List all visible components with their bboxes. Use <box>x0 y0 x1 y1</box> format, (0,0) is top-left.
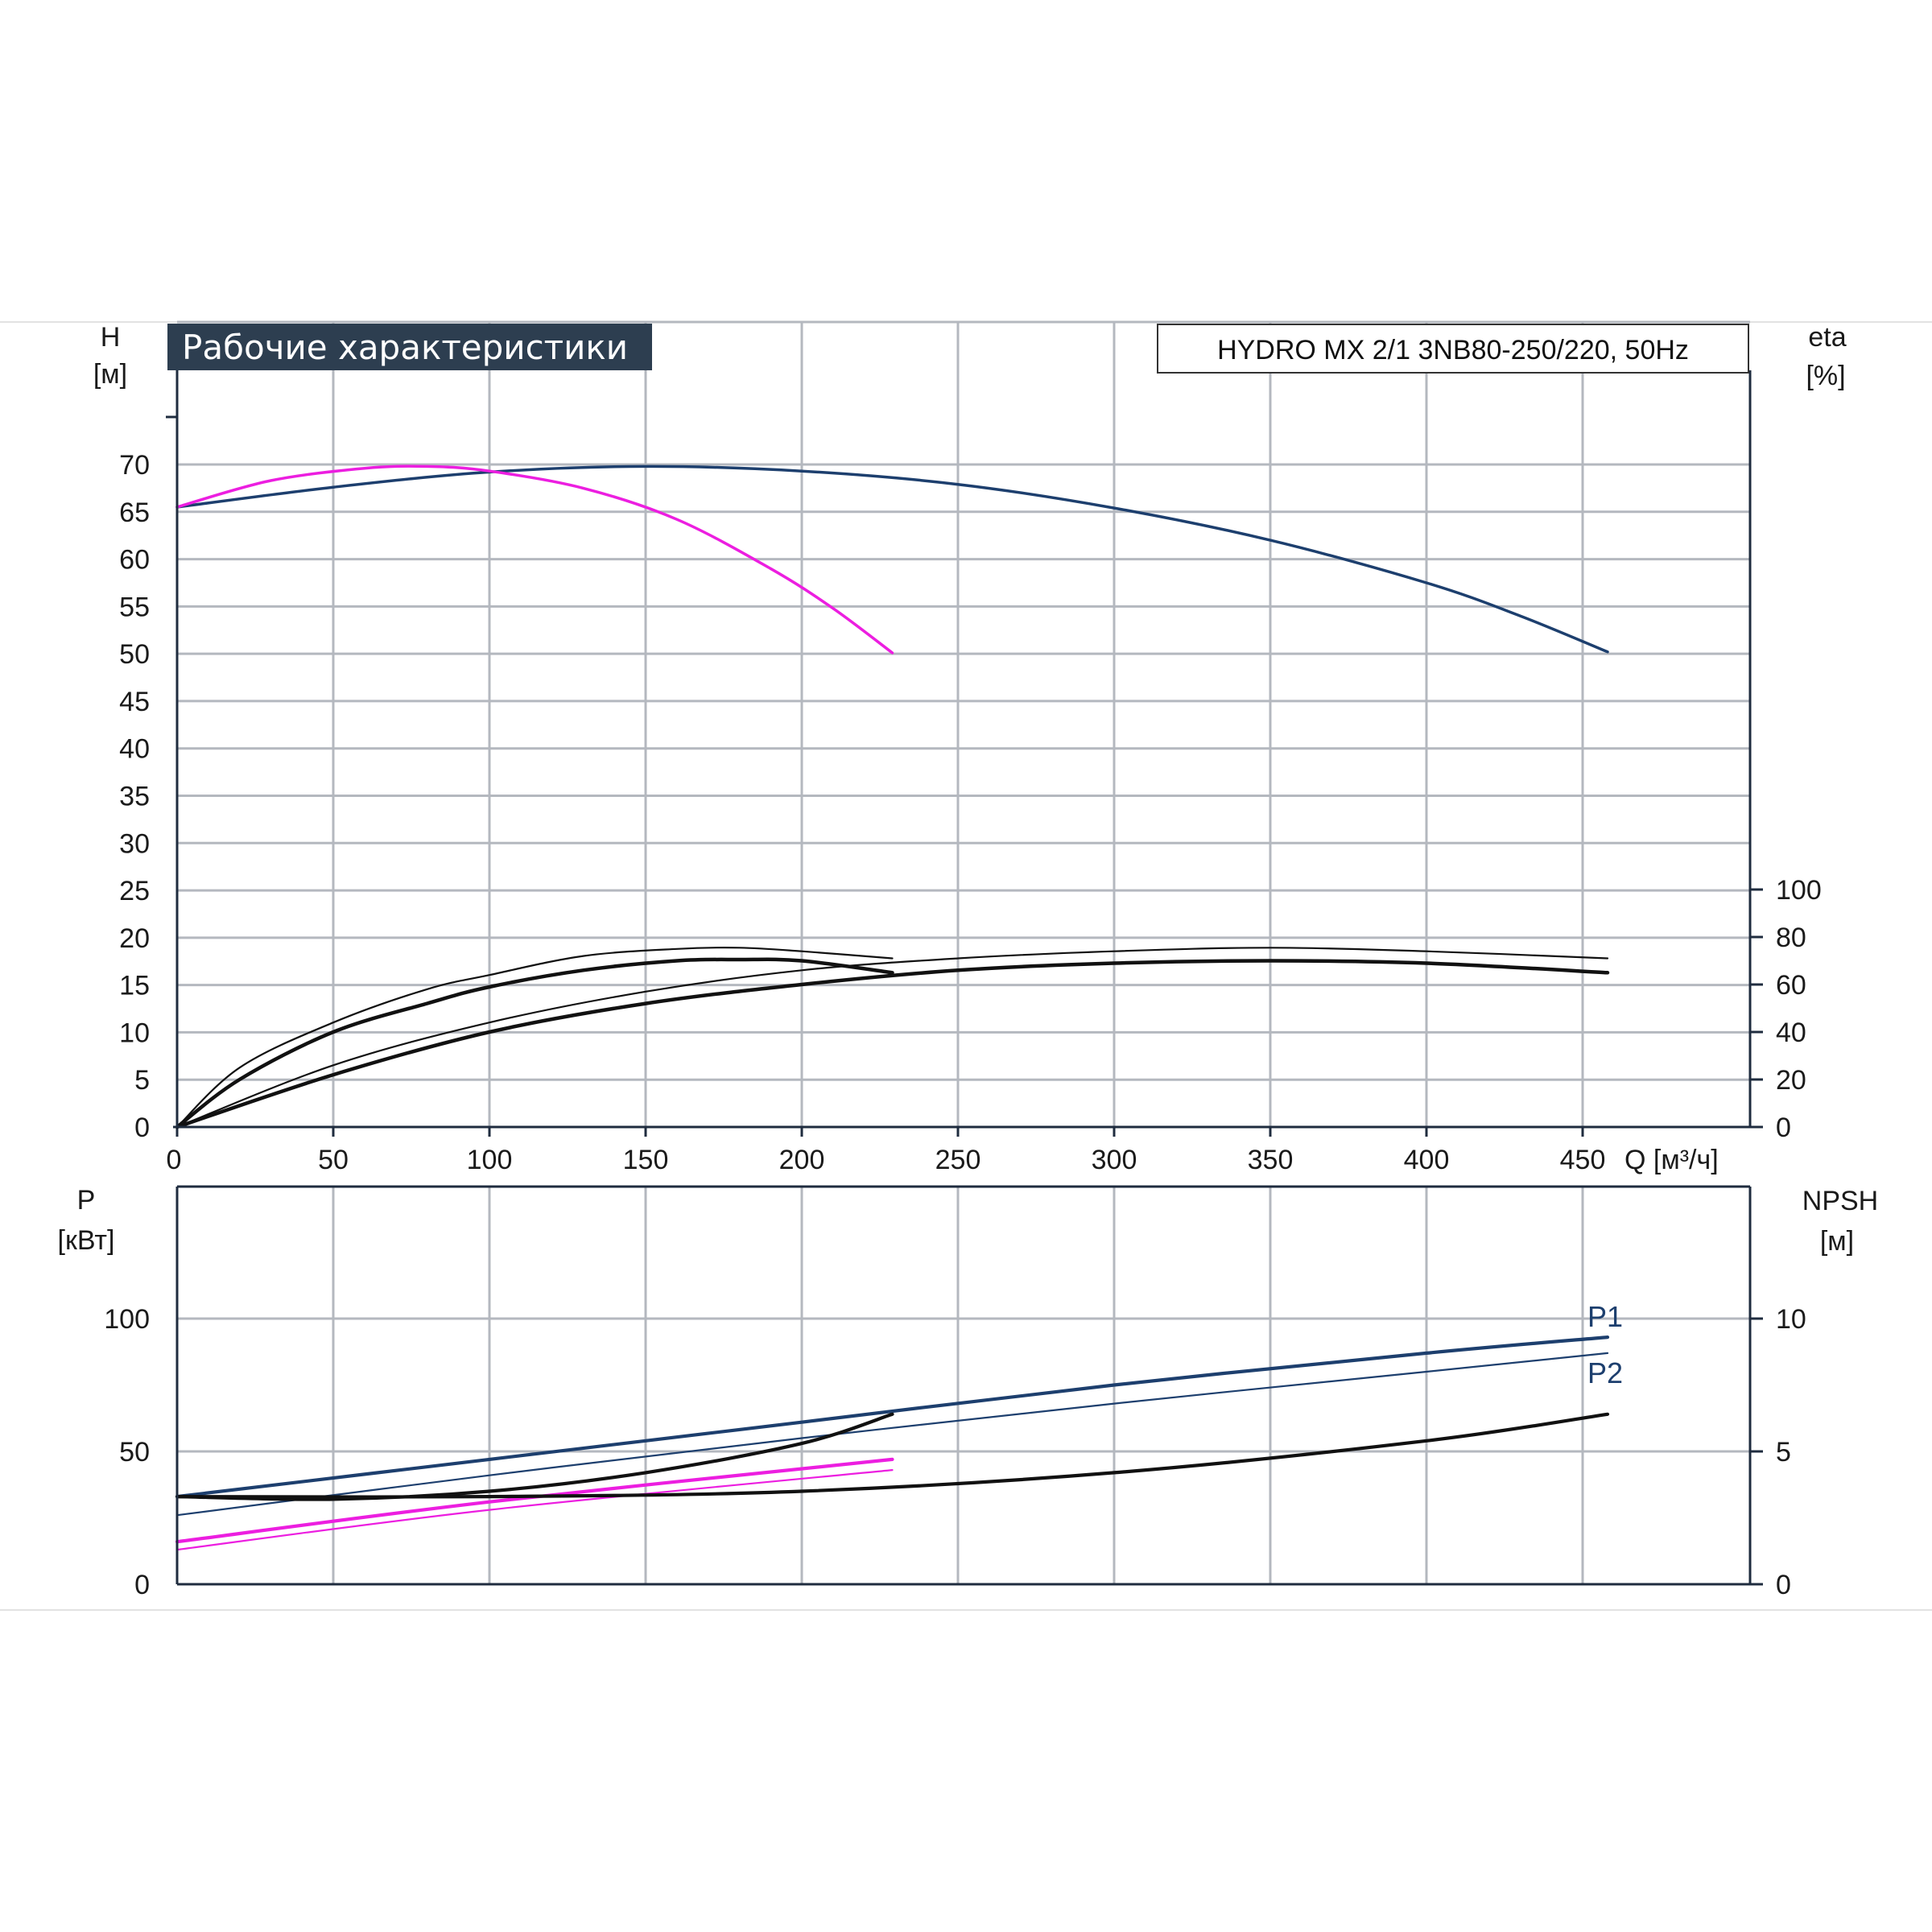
p2-legend-label: P2 <box>1587 1356 1623 1389</box>
h-tick-label: 45 <box>119 687 150 717</box>
bottom-grid <box>177 1187 1763 1586</box>
model-label: HYDRO MX 2/1 3NB80-250/220, 50Hz <box>1217 335 1689 365</box>
h-tick-label: 20 <box>119 923 150 954</box>
q-tick-label: 450 <box>1560 1145 1606 1175</box>
h-tick-label: 35 <box>119 782 150 812</box>
eta-two-pumps-thick-curve <box>175 959 1610 1129</box>
bottom-curves <box>175 1335 1610 1551</box>
eta-one-pump-thin-curve <box>175 946 894 1129</box>
q-tick-label: 50 <box>318 1145 349 1175</box>
h-tick-label: 40 <box>119 734 150 765</box>
H-one-pump-curve <box>175 464 894 654</box>
h-tick-label: 60 <box>119 545 150 576</box>
p1-legend-label: P1 <box>1587 1300 1623 1333</box>
eta-one-pump-thick-curve <box>175 957 894 1129</box>
model-box <box>1157 324 1749 374</box>
q-axis-label: Q [м³/ч] <box>1624 1145 1719 1175</box>
chart-title: Рабочие характеристики <box>182 328 628 367</box>
NPSH-two-pumps-curve <box>175 1412 1610 1499</box>
top-grid <box>166 320 1763 1137</box>
title-box <box>167 324 652 370</box>
q-tick-label: 350 <box>1248 1145 1294 1175</box>
NPSH-one-pump-curve <box>175 1412 894 1501</box>
p-tick-label: 100 <box>104 1304 150 1335</box>
p-axis-unit: [кВт] <box>58 1225 115 1256</box>
eta-tick-label: 100 <box>1776 875 1822 906</box>
q-tick-label: 0 <box>167 1145 182 1175</box>
h-tick-label: 10 <box>119 1018 150 1048</box>
h-tick-label: 70 <box>119 450 150 481</box>
h-tick-label: 0 <box>134 1113 150 1143</box>
eta-tick-label: 60 <box>1776 970 1806 1001</box>
q-tick-label: 250 <box>935 1145 981 1175</box>
h-axis-unit: [м] <box>93 359 127 390</box>
npsh-tick-label: 5 <box>1776 1437 1791 1468</box>
h-tick-label: 15 <box>119 971 150 1001</box>
eta-tick-label: 0 <box>1776 1113 1791 1143</box>
h-tick-label: 50 <box>119 639 150 670</box>
h-axis-label: H <box>101 322 121 353</box>
npsh-axis-label: NPSH <box>1802 1186 1878 1216</box>
h-tick-label: 30 <box>119 828 150 859</box>
H-two-pumps-curve <box>175 464 1609 654</box>
p-tick-label: 0 <box>134 1570 150 1600</box>
eta-tick-label: 80 <box>1776 923 1806 953</box>
eta-tick-label: 40 <box>1776 1018 1806 1048</box>
eta-two-pumps-thin-curve <box>175 947 1609 1129</box>
P2-one-pump-curve <box>175 1469 894 1551</box>
q-tick-label: 100 <box>467 1145 513 1175</box>
eta-axis-unit: [%] <box>1806 361 1845 391</box>
q-tick-label: 300 <box>1092 1145 1137 1175</box>
tick-labels: 0510152025303540455055606570020406080100… <box>104 450 1821 1600</box>
h-tick-label: 5 <box>134 1065 150 1096</box>
eta-tick-label: 20 <box>1776 1065 1806 1096</box>
eta-axis-label: eta <box>1808 322 1846 353</box>
q-tick-label: 150 <box>623 1145 669 1175</box>
P2-two-pumps-curve <box>175 1352 1609 1517</box>
bottom-axes <box>175 1185 1752 1586</box>
q-tick-label: 200 <box>779 1145 825 1175</box>
npsh-tick-label: 0 <box>1776 1570 1791 1600</box>
h-tick-label: 55 <box>119 592 150 622</box>
p-axis-label: P <box>77 1185 96 1216</box>
h-tick-label: 25 <box>119 876 150 906</box>
npsh-tick-label: 10 <box>1776 1304 1806 1335</box>
npsh-axis-unit: [м] <box>1820 1226 1854 1257</box>
q-tick-label: 400 <box>1404 1145 1450 1175</box>
top-curves <box>175 464 1610 1129</box>
h-tick-label: 65 <box>119 497 150 528</box>
p-tick-label: 50 <box>119 1437 150 1468</box>
P1-two-pumps-curve <box>175 1335 1610 1499</box>
top-axes <box>173 370 1752 1129</box>
P1-one-pump-curve <box>175 1457 894 1544</box>
